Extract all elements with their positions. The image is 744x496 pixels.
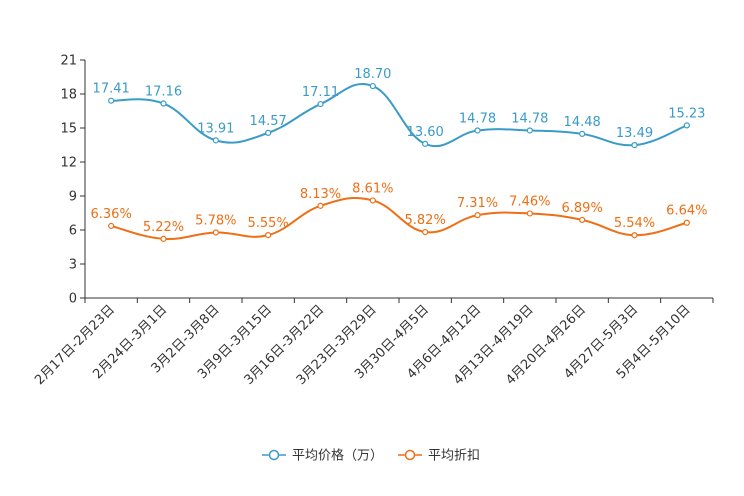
data-label: 13.60 [407, 125, 444, 140]
data-point [160, 235, 167, 242]
data-point [474, 212, 481, 219]
y-axis: 0 3 6 9 12 15 18 21 [60, 54, 86, 307]
data-label: 13.91 [197, 121, 234, 136]
legend-swatch-marker [404, 449, 416, 461]
y-tick-label: 3 [69, 258, 77, 273]
data-label: 18.70 [354, 67, 391, 82]
y-tick-label: 15 [60, 122, 77, 137]
data-label: 14.78 [511, 111, 548, 126]
data-label: 15.23 [668, 106, 705, 121]
data-label: 14.57 [250, 114, 287, 129]
y-tick-label: 21 [60, 54, 77, 69]
data-point [212, 229, 219, 236]
data-label: 5.82% [405, 213, 446, 228]
data-label: 8.13% [300, 187, 341, 202]
data-label: 7.31% [457, 196, 498, 211]
data-label: 14.48 [564, 115, 601, 130]
data-label: 5.22% [143, 220, 184, 235]
y-tick-label: 9 [69, 190, 77, 205]
legend-item-1: 平均价格（万） [262, 448, 383, 464]
legend-item-2: 平均折扣 [398, 449, 480, 464]
y-tick-label: 12 [60, 156, 77, 171]
data-point [265, 232, 272, 239]
data-point [631, 232, 638, 239]
data-point [317, 100, 324, 108]
data-label: 8.61% [352, 181, 393, 196]
series-1: 17.41 17.16 13.91 14.57 17.11 18.70 13.60 14.78… [93, 67, 705, 149]
data-label: 6.36% [91, 207, 132, 222]
data-label: 17.41 [93, 82, 130, 97]
data-label: 17.11 [302, 85, 339, 100]
data-label: 5.55% [248, 216, 289, 231]
data-point [369, 82, 376, 90]
y-tick-label: 6 [69, 224, 77, 239]
data-label: 5.78% [195, 213, 236, 228]
data-point [579, 130, 586, 137]
data-label: 6.89% [562, 201, 603, 216]
x-axis: 2月17日-2月23日2月24日-3月1日3月2日-3月8日3月9日-3月15日… [32, 297, 714, 388]
data-point [369, 197, 376, 204]
legend-label: 平均价格（万） [292, 448, 383, 464]
data-label: 6.64% [666, 204, 707, 219]
data-label: 5.54% [614, 216, 655, 231]
data-point [212, 137, 219, 144]
data-point [317, 202, 324, 209]
y-tick-label: 18 [60, 88, 77, 103]
data-point [160, 100, 167, 107]
data-point [265, 129, 272, 136]
series-line [110, 197, 688, 240]
data-point [579, 216, 586, 224]
legend-swatch-marker [268, 449, 280, 461]
data-label: 17.16 [145, 85, 182, 100]
y-tick-label: 0 [69, 292, 77, 307]
data-point [683, 219, 690, 226]
data-point [108, 97, 115, 104]
data-label: 14.78 [459, 111, 496, 126]
data-point [108, 222, 115, 230]
data-point [422, 140, 429, 147]
data-point [683, 122, 690, 129]
data-point [422, 228, 429, 236]
data-point [631, 142, 638, 149]
series-layer: 17.41 17.16 13.91 14.57 17.11 18.70 13.60 14.78… [91, 67, 707, 242]
data-point [526, 127, 533, 134]
data-label: 13.49 [616, 126, 653, 141]
data-label: 7.46% [509, 194, 550, 209]
data-point [526, 210, 533, 217]
series-2: 6.36% 5.22% 5.78% 5.55% 8.13% 8.61% 5.82% 7.31%… [91, 181, 707, 242]
data-point [474, 127, 481, 134]
legend-label: 平均折扣 [428, 449, 480, 464]
legend: 平均价格（万） 平均折扣 [262, 448, 480, 464]
